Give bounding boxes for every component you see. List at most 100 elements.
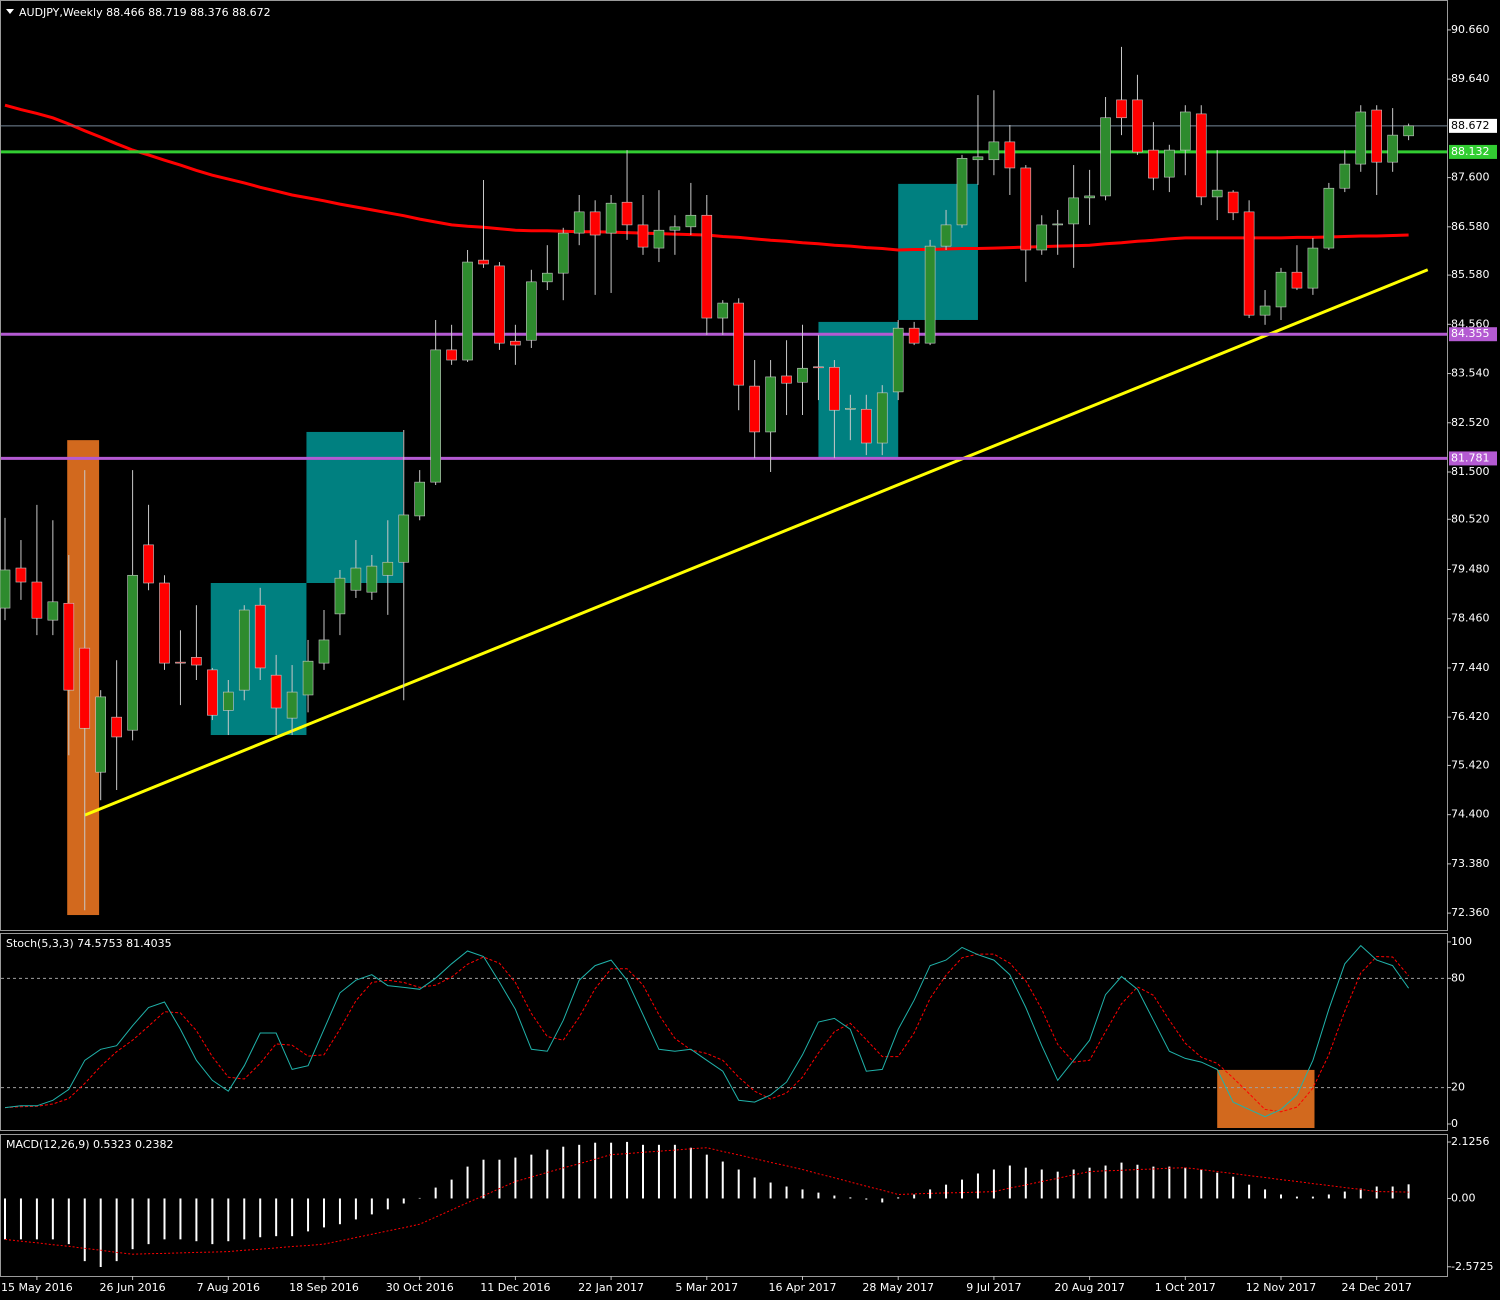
candle-body <box>1355 111 1367 165</box>
y-tick-label: -2.5725 <box>1451 1260 1493 1273</box>
candle-body <box>605 202 617 234</box>
candle-body <box>31 581 43 619</box>
candle-body <box>191 657 202 666</box>
y-tick-label: 74.400 <box>1451 808 1490 821</box>
candle-body <box>685 214 697 228</box>
stoch-signal-last: 81.4035 <box>126 937 172 950</box>
x-tick-label: 1 Oct 2017 <box>1155 1281 1216 1294</box>
candle-body <box>701 214 713 319</box>
candle-body <box>382 561 394 576</box>
y-tick-label: 85.580 <box>1451 268 1490 281</box>
candle-body <box>414 481 426 517</box>
candle-body <box>175 661 186 664</box>
candle-body <box>223 691 234 711</box>
x-tick-label: 26 Jun 2016 <box>100 1281 166 1294</box>
candle-body <box>653 229 665 249</box>
highlight-box <box>1217 1069 1315 1128</box>
candle-body <box>462 261 473 361</box>
candle-body <box>557 232 569 274</box>
candle-body <box>254 604 266 669</box>
candle-body <box>1052 223 1063 226</box>
candle-body <box>876 392 888 444</box>
level-price-label-box <box>1449 451 1497 466</box>
candle-body <box>238 609 250 691</box>
y-tick-label: 81.500 <box>1451 465 1490 478</box>
candle-body <box>366 565 378 593</box>
candle-body <box>1100 117 1111 197</box>
x-tick-label: 9 Jul 2017 <box>966 1281 1021 1294</box>
stoch-main-last: 74.5753 <box>77 937 123 950</box>
stoch-title: Stoch(5,3,3) <box>6 937 74 950</box>
y-tick-label: 83.540 <box>1451 367 1490 380</box>
macd-hist-last: 0.5323 <box>93 1138 132 1151</box>
candle-body <box>47 601 59 621</box>
y-tick-label: 72.360 <box>1451 906 1490 919</box>
y-tick-label: 90.660 <box>1451 23 1490 36</box>
candle-body <box>797 367 808 383</box>
candle-body <box>494 265 505 344</box>
price-panel <box>0 0 1448 931</box>
candle-body <box>1068 197 1079 225</box>
y-tick-label: 82.520 <box>1451 416 1490 429</box>
candle-body <box>956 157 968 226</box>
x-tick-label: 22 Jan 2017 <box>578 1281 644 1294</box>
level-price-label: 88.132 <box>1451 145 1490 158</box>
candle-body <box>717 302 729 319</box>
candle-body <box>988 141 1000 161</box>
stoch-header: Stoch(5,3,3) 74.5753 81.4035 <box>6 937 172 950</box>
candle-body <box>972 156 984 161</box>
x-tick-label: 30 Oct 2016 <box>386 1281 454 1294</box>
x-tick-label: 11 Dec 2016 <box>480 1281 550 1294</box>
candle-body <box>1211 189 1223 198</box>
stoch-panel <box>0 933 1448 1131</box>
y-tick-label: 73.380 <box>1451 857 1490 870</box>
level-price-label-box <box>1449 144 1497 159</box>
candle-body <box>15 567 27 583</box>
candle-body <box>63 602 75 691</box>
candle-body <box>143 544 154 584</box>
x-tick-label: 20 Aug 2017 <box>1054 1281 1124 1294</box>
y-tick-label: 0.00 <box>1451 1191 1476 1204</box>
x-tick-label: 12 Nov 2017 <box>1246 1281 1316 1294</box>
candle-body <box>1180 111 1191 151</box>
candle-body <box>430 349 441 483</box>
candle-body <box>1259 305 1271 316</box>
candle-body <box>1116 99 1127 119</box>
candle-body <box>733 302 745 386</box>
candle-body <box>1307 247 1319 289</box>
y-tick-label: 77.440 <box>1451 661 1490 674</box>
candle-body <box>765 376 776 433</box>
candle-body <box>829 366 840 411</box>
menu-arrow[interactable] <box>6 9 14 14</box>
candle-body <box>892 327 904 393</box>
header-low: 88.376 <box>190 6 229 19</box>
candle-body <box>1371 109 1382 163</box>
y-tick-label: 78.460 <box>1451 612 1490 625</box>
highlight-box <box>306 431 403 583</box>
candle-body <box>1387 134 1398 163</box>
candle-body <box>478 259 489 265</box>
candle-body <box>334 577 346 615</box>
candle-body <box>621 201 633 226</box>
candle-body <box>924 245 936 344</box>
y-tick-label: 100 <box>1451 935 1472 948</box>
y-tick-label: 20 <box>1451 1081 1465 1094</box>
candle-body <box>1323 187 1335 249</box>
plot-content: 90.660 89.640 87.600 86.580 85.580 84.560 83.5… <box>0 23 1497 1294</box>
candle-body <box>1339 163 1351 189</box>
candle-body <box>207 669 218 716</box>
header-close: 88.672 <box>232 6 271 19</box>
candle-body <box>573 211 585 234</box>
candle-body <box>1243 211 1255 316</box>
header-open: 88.466 <box>106 6 145 19</box>
candle-body <box>1084 195 1095 199</box>
candle-body <box>1036 224 1048 251</box>
trendline <box>84 268 1429 817</box>
y-tick-label: 80.520 <box>1451 512 1490 525</box>
y-tick-label: 75.420 <box>1451 758 1490 771</box>
y-tick-label: 89.640 <box>1451 72 1490 85</box>
y-tick-label: 87.600 <box>1451 171 1490 184</box>
